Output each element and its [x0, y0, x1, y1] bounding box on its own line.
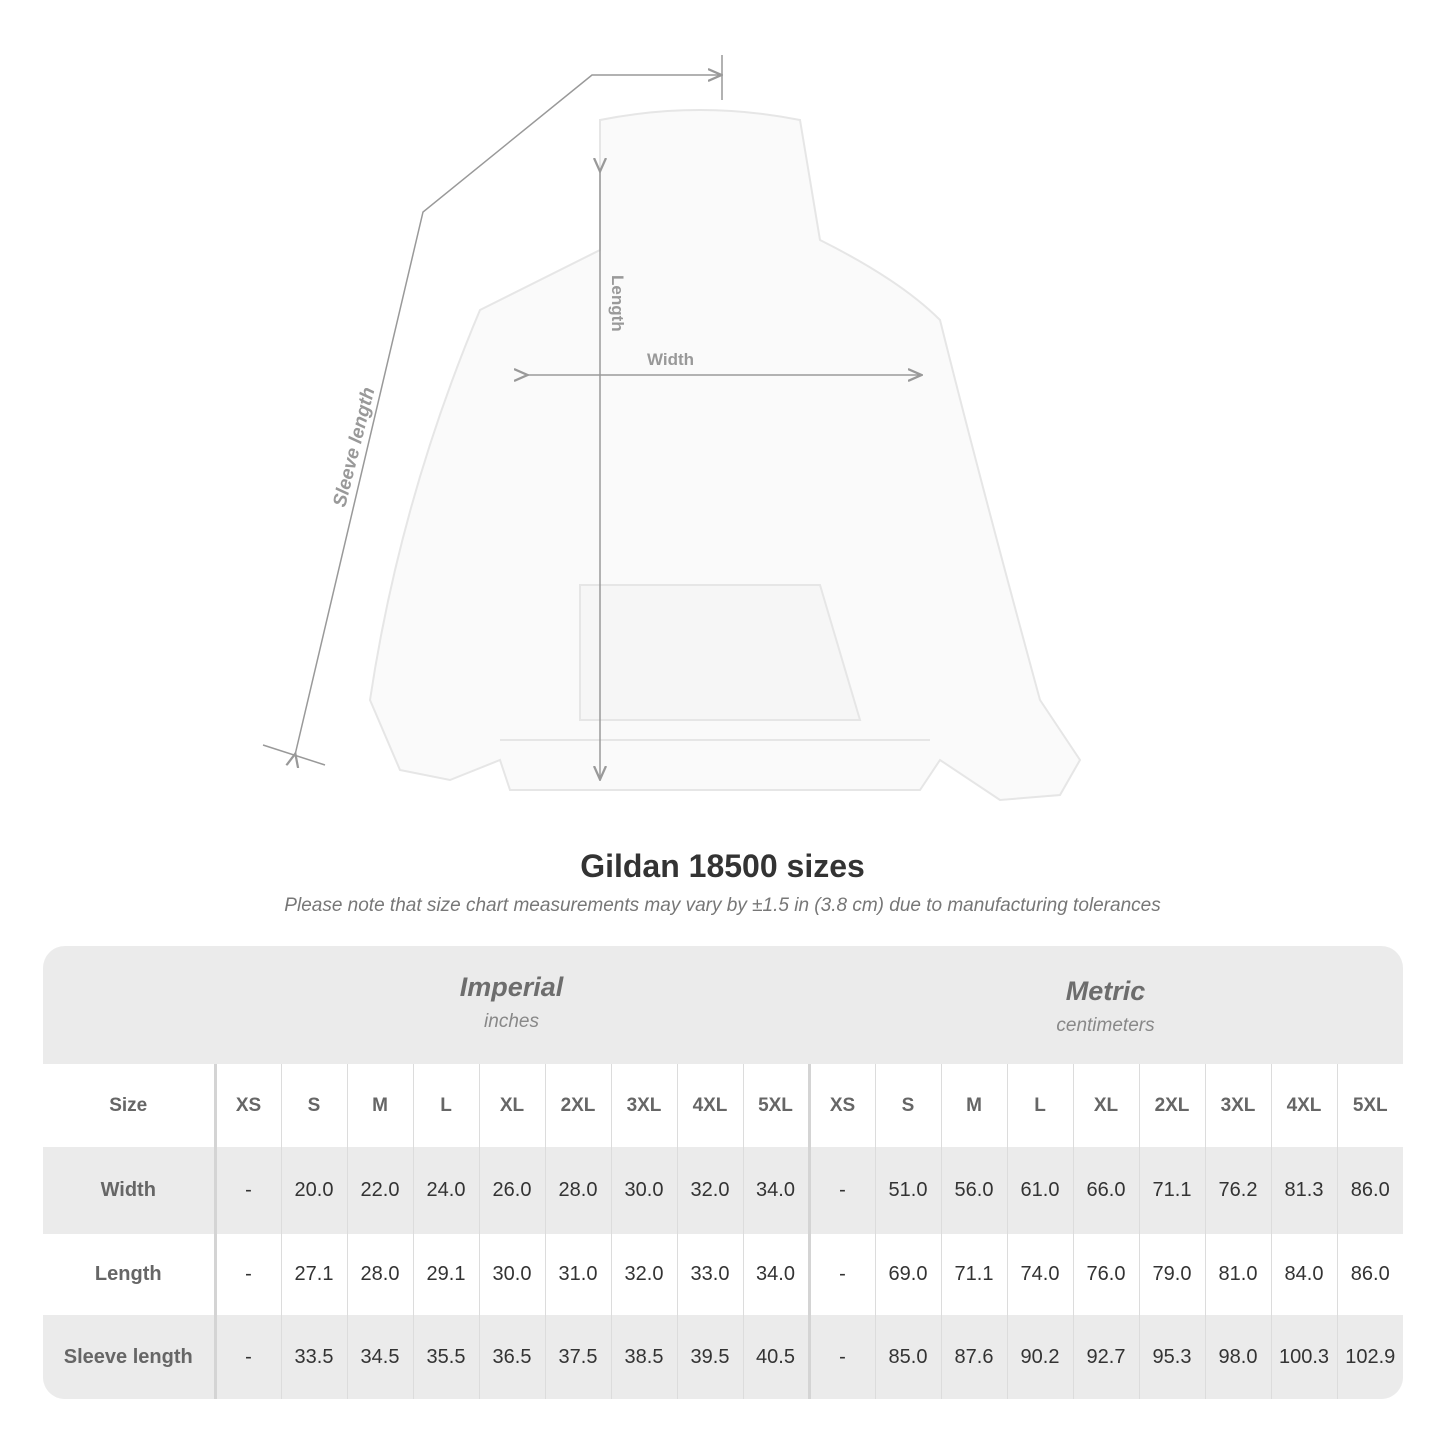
metric-value: 51.0	[874, 1147, 941, 1234]
size-header-row: Size XS S M L XL 2XL 3XL 4XL 5XL XS S M L XL 2XL 3XL 4XL 5…	[43, 1064, 1403, 1147]
metric-value: 90.2	[1006, 1315, 1073, 1399]
metric-value: 79.0	[1138, 1234, 1205, 1315]
imperial-value: 35.5	[412, 1315, 479, 1399]
imperial-value: 28.0	[544, 1147, 611, 1234]
imperial-unit: inches	[484, 1011, 539, 1032]
size-label: Size	[43, 1064, 217, 1147]
hoodie-diagram: Length Width Sleeve length	[262, 55, 1082, 802]
imperial-value: 33.5	[280, 1315, 347, 1399]
size-table: Size XS S M L XL 2XL 3XL 4XL 5XL XS S M L XL 2XL 3XL 4XL 5…	[43, 1064, 1403, 1399]
table-row: Length -27.1 28.0 29.1 30.0 31.0 32.0 33.0 34.0-…	[43, 1234, 1403, 1315]
imperial-value: 34.0	[742, 1234, 809, 1315]
imperial-value: 30.0	[478, 1234, 545, 1315]
metric-size-header: XS	[807, 1064, 875, 1147]
metric-title: Metric	[1065, 976, 1146, 1006]
row-label: Sleeve length	[43, 1315, 217, 1399]
imperial-value: 24.0	[412, 1147, 479, 1234]
width-label: Width	[647, 350, 694, 369]
metric-size-header: XL	[1072, 1064, 1139, 1147]
metric-size-header: 2XL	[1138, 1064, 1205, 1147]
metric-value: 76.2	[1204, 1147, 1271, 1234]
imperial-value: 37.5	[544, 1315, 611, 1399]
sleeve-measure	[262, 55, 722, 765]
metric-value: -	[807, 1234, 875, 1315]
imperial-value: 20.0	[280, 1147, 347, 1234]
metric-value: -	[807, 1315, 875, 1399]
sleeve-length-label: Sleeve length	[329, 385, 379, 509]
metric-value: 69.0	[874, 1234, 941, 1315]
imperial-value: -	[214, 1315, 281, 1399]
metric-value: -	[807, 1147, 875, 1234]
metric-value: 81.0	[1204, 1234, 1271, 1315]
imperial-size-header: 2XL	[544, 1064, 611, 1147]
metric-value: 71.1	[1138, 1147, 1205, 1234]
imperial-value: -	[214, 1147, 281, 1234]
imperial-size-header: 3XL	[610, 1064, 677, 1147]
imperial-size-header: 5XL	[742, 1064, 809, 1147]
imperial-value: 34.5	[346, 1315, 413, 1399]
table-row: Width -20.0 22.0 24.0 26.0 28.0 30.0 32.0 34.0-5…	[43, 1147, 1403, 1234]
metric-value: 61.0	[1006, 1147, 1073, 1234]
metric-size-header: 3XL	[1204, 1064, 1271, 1147]
hoodie-image	[368, 109, 1082, 802]
metric-value: 56.0	[940, 1147, 1007, 1234]
length-label: Length	[608, 275, 627, 332]
imperial-title: Imperial	[459, 972, 564, 1002]
size-chart: Imperial inches Metric centimeters Size X…	[43, 946, 1403, 1399]
imperial-header: Imperial inches	[215, 946, 808, 1090]
metric-size-header: M	[940, 1064, 1007, 1147]
imperial-value: 40.5	[742, 1315, 809, 1399]
imperial-size-header: XL	[478, 1064, 545, 1147]
metric-value: 85.0	[874, 1315, 941, 1399]
metric-unit: centimeters	[1056, 1015, 1155, 1036]
imperial-value: 32.0	[676, 1147, 743, 1234]
metric-size-header: 4XL	[1270, 1064, 1337, 1147]
metric-value: 92.7	[1072, 1315, 1139, 1399]
row-label: Length	[43, 1234, 217, 1315]
imperial-value: 29.1	[412, 1234, 479, 1315]
imperial-value: 38.5	[610, 1315, 677, 1399]
imperial-value: 33.0	[676, 1234, 743, 1315]
metric-value: 74.0	[1006, 1234, 1073, 1315]
metric-header: Metric centimeters	[808, 946, 1403, 1094]
row-label: Width	[43, 1147, 217, 1234]
imperial-value: 34.0	[742, 1147, 809, 1234]
imperial-value: 28.0	[346, 1234, 413, 1315]
metric-value: 95.3	[1138, 1315, 1205, 1399]
page-title: Gildan 18500 sizes	[580, 848, 865, 884]
metric-size-header: 5XL	[1336, 1064, 1403, 1147]
imperial-value: 26.0	[478, 1147, 545, 1234]
metric-value: 102.9	[1336, 1315, 1403, 1399]
imperial-value: 27.1	[280, 1234, 347, 1315]
metric-value: 98.0	[1204, 1315, 1271, 1399]
metric-value: 100.3	[1270, 1315, 1337, 1399]
table-row: Sleeve length -33.5 34.5 35.5 36.5 37.5 38.5 39…	[43, 1315, 1403, 1399]
imperial-value: 39.5	[676, 1315, 743, 1399]
metric-value: 81.3	[1270, 1147, 1337, 1234]
metric-size-header: S	[874, 1064, 941, 1147]
imperial-value: 31.0	[544, 1234, 611, 1315]
metric-value: 84.0	[1270, 1234, 1337, 1315]
metric-value: 87.6	[940, 1315, 1007, 1399]
imperial-value: -	[214, 1234, 281, 1315]
imperial-size-header: M	[346, 1064, 413, 1147]
metric-value: 86.0	[1336, 1147, 1403, 1234]
imperial-size-header: 4XL	[676, 1064, 743, 1147]
imperial-value: 22.0	[346, 1147, 413, 1234]
imperial-value: 36.5	[478, 1315, 545, 1399]
imperial-value: 32.0	[610, 1234, 677, 1315]
metric-value: 86.0	[1336, 1234, 1403, 1315]
metric-value: 66.0	[1072, 1147, 1139, 1234]
tolerance-note: Please note that size chart measurements…	[284, 895, 1161, 916]
imperial-size-header: L	[412, 1064, 479, 1147]
metric-size-header: L	[1006, 1064, 1073, 1147]
metric-value: 71.1	[940, 1234, 1007, 1315]
imperial-value: 30.0	[610, 1147, 677, 1234]
imperial-size-header: S	[280, 1064, 347, 1147]
imperial-size-header: XS	[214, 1064, 281, 1147]
metric-value: 76.0	[1072, 1234, 1139, 1315]
